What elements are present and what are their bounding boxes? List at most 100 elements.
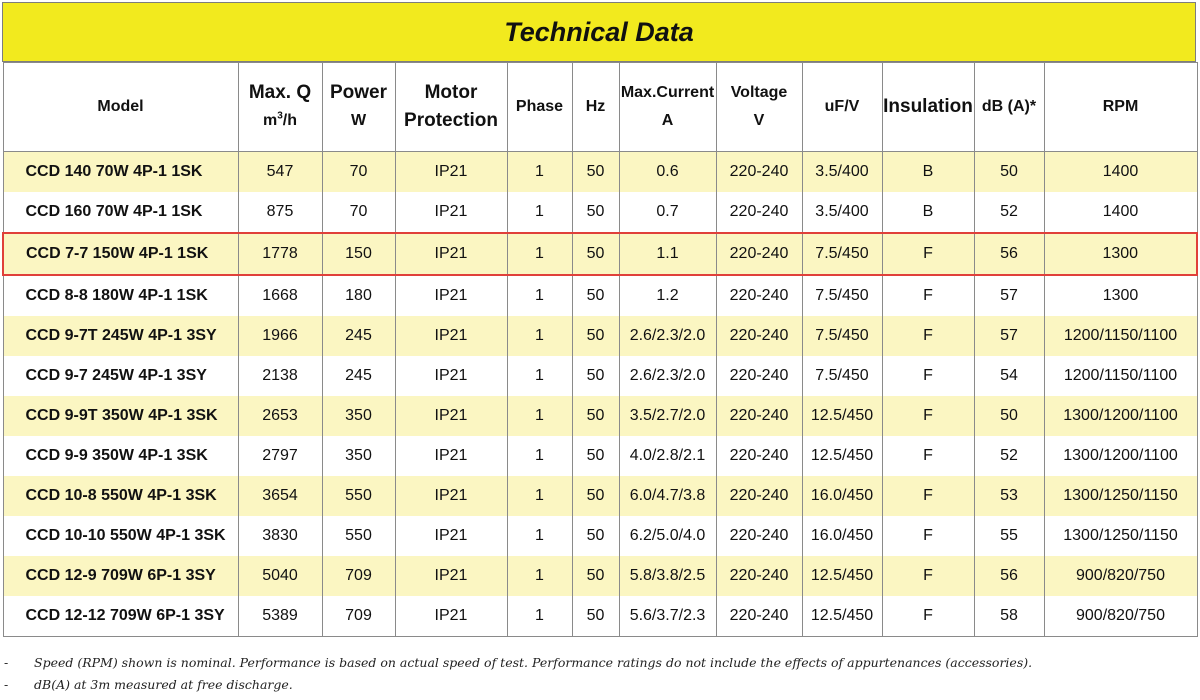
- motor-protection-cell: IP21: [394, 436, 508, 476]
- phase-cell: 1: [506, 436, 573, 476]
- voltage-cell: 220-240: [715, 396, 803, 436]
- db-cell: 52: [973, 436, 1045, 476]
- voltage-cell: 220-240: [715, 356, 803, 396]
- motor-protection-cell: IP21: [394, 232, 508, 276]
- max-q-cell: 1668: [237, 275, 323, 316]
- footnotes: - Speed (RPM) shown is nominal. Performan…: [4, 652, 1032, 696]
- max-q-cell: 5389: [237, 596, 323, 637]
- table-title: Technical Data: [2, 2, 1196, 62]
- voltage-cell: 220-240: [715, 476, 803, 516]
- phase-cell: 1: [506, 356, 573, 396]
- model-cell: CCD 160 70W 4P-1 1SK: [2, 192, 239, 233]
- insulation-cell: F: [881, 596, 975, 637]
- power-cell: 180: [321, 275, 396, 316]
- db-cell: 53: [973, 476, 1045, 516]
- table-row: CCD 8-8 180W 4P-1 1SK 1668 180 IP21 1 50 1.2 22…: [2, 275, 1198, 316]
- table-row: CCD 160 70W 4P-1 1SK 875 70 IP21 1 50 0.7 220-2…: [2, 192, 1198, 233]
- db-cell: 57: [973, 275, 1045, 316]
- db-cell: 56: [973, 556, 1045, 596]
- max-current-cell: 2.6/2.3/2.0: [618, 316, 717, 356]
- voltage-cell: 220-240: [715, 192, 803, 233]
- rpm-cell: 1300/1250/1150: [1043, 476, 1198, 516]
- hz-cell: 50: [571, 476, 620, 516]
- uf-v-cell: 3.5/400: [801, 151, 883, 192]
- uf-v-cell: 16.0/450: [801, 516, 883, 556]
- model-cell: CCD 7-7 150W 4P-1 1SK: [2, 232, 239, 276]
- max-current-cell: 3.5/2.7/2.0: [618, 396, 717, 436]
- phase-cell: 1: [506, 556, 573, 596]
- uf-v-cell: 7.5/450: [801, 275, 883, 316]
- uf-v-cell: 7.5/450: [801, 232, 883, 276]
- max-current-cell: 4.0/2.8/2.1: [618, 436, 717, 476]
- max-q-cell: 1778: [237, 232, 323, 276]
- technical-data-table: Model Max. Q m3/h Power W Motor Protecti…: [2, 62, 1198, 637]
- max-q-cell: 547: [237, 151, 323, 192]
- max-current-cell: 0.7: [618, 192, 717, 233]
- rpm-cell: 1300/1250/1150: [1043, 516, 1198, 556]
- max-current-cell: 5.8/3.8/2.5: [618, 556, 717, 596]
- max-current-cell: 6.2/5.0/4.0: [618, 516, 717, 556]
- phase-cell: 1: [506, 316, 573, 356]
- model-cell: CCD 9-9 350W 4P-1 3SK: [2, 436, 239, 476]
- max-q-cell: 2138: [237, 356, 323, 396]
- max-q-cell: 3830: [237, 516, 323, 556]
- insulation-cell: F: [881, 476, 975, 516]
- table-row: CCD 9-9T 350W 4P-1 3SK 2653 350 IP21 1 50 3.5/…: [2, 396, 1198, 436]
- rpm-cell: 1300/1200/1100: [1043, 396, 1198, 436]
- hz-cell: 50: [571, 192, 620, 233]
- db-cell: 52: [973, 192, 1045, 233]
- insulation-cell: F: [881, 316, 975, 356]
- phase-cell: 1: [506, 232, 573, 276]
- voltage-cell: 220-240: [715, 516, 803, 556]
- motor-protection-cell: IP21: [394, 316, 508, 356]
- model-cell: CCD 9-7T 245W 4P-1 3SY: [2, 316, 239, 356]
- uf-v-cell: 12.5/450: [801, 596, 883, 637]
- phase-cell: 1: [506, 192, 573, 233]
- insulation-cell: F: [881, 275, 975, 316]
- voltage-cell: 220-240: [715, 436, 803, 476]
- model-cell: CCD 9-7 245W 4P-1 3SY: [2, 356, 239, 396]
- motor-protection-cell: IP21: [394, 596, 508, 637]
- max-current-cell: 1.1: [618, 232, 717, 276]
- insulation-cell: F: [881, 556, 975, 596]
- header-motor-protection: Motor Protection: [394, 62, 508, 152]
- table-row: CCD 9-7T 245W 4P-1 3SY 1966 245 IP21 1 50 2.6/…: [2, 316, 1198, 356]
- insulation-cell: F: [881, 232, 975, 276]
- motor-protection-cell: IP21: [394, 151, 508, 192]
- power-cell: 245: [321, 316, 396, 356]
- hz-cell: 50: [571, 396, 620, 436]
- footnote: - Speed (RPM) shown is nominal. Performan…: [4, 655, 1033, 670]
- header-insulation: Insulation: [881, 62, 975, 152]
- table-row: CCD 9-7 245W 4P-1 3SY 2138 245 IP21 1 50 2.6/2…: [2, 356, 1198, 396]
- db-cell: 56: [973, 232, 1045, 276]
- hz-cell: 50: [571, 356, 620, 396]
- db-cell: 55: [973, 516, 1045, 556]
- rpm-cell: 1200/1150/1100: [1043, 356, 1198, 396]
- rpm-cell: 1300: [1043, 232, 1198, 276]
- db-cell: 50: [973, 151, 1045, 192]
- table-row: CCD 12-12 709W 6P-1 3SY 5389 709 IP21 1 50 5.6…: [2, 596, 1198, 637]
- motor-protection-cell: IP21: [394, 476, 508, 516]
- insulation-cell: F: [881, 436, 975, 476]
- max-current-cell: 1.2: [618, 275, 717, 316]
- table-row: CCD 10-10 550W 4P-1 3SK 3830 550 IP21 1 50 6.2…: [2, 516, 1198, 556]
- phase-cell: 1: [506, 151, 573, 192]
- max-q-cell: 2797: [237, 436, 323, 476]
- phase-cell: 1: [506, 596, 573, 637]
- voltage-cell: 220-240: [715, 151, 803, 192]
- model-cell: CCD 140 70W 4P-1 1SK: [2, 151, 239, 192]
- insulation-cell: F: [881, 396, 975, 436]
- phase-cell: 1: [506, 275, 573, 316]
- model-cell: CCD 12-9 709W 6P-1 3SY: [2, 556, 239, 596]
- technical-data-sheet: Technical Data Model Max. Q m3/h Power W…: [2, 2, 1198, 637]
- hz-cell: 50: [571, 436, 620, 476]
- phase-cell: 1: [506, 476, 573, 516]
- db-cell: 57: [973, 316, 1045, 356]
- motor-protection-cell: IP21: [394, 556, 508, 596]
- model-cell: CCD 10-8 550W 4P-1 3SK: [2, 476, 239, 516]
- header-rpm: RPM: [1043, 62, 1198, 152]
- voltage-cell: 220-240: [715, 275, 803, 316]
- insulation-cell: F: [881, 356, 975, 396]
- header-max-q: Max. Q m3/h: [237, 62, 323, 152]
- power-cell: 150: [321, 232, 396, 276]
